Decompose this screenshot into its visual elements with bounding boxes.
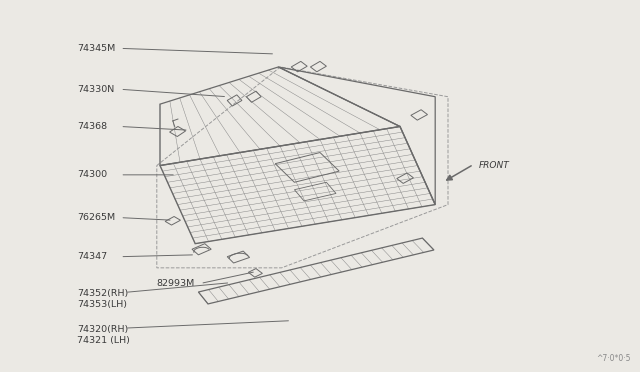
Text: 82993M: 82993M	[157, 279, 195, 288]
Text: ^7·0*0·5: ^7·0*0·5	[596, 354, 630, 363]
Text: 74347: 74347	[77, 252, 107, 261]
Text: 76265M: 76265M	[77, 213, 115, 222]
Text: 74345M: 74345M	[77, 44, 115, 53]
Text: 74368: 74368	[77, 122, 107, 131]
Text: 74320(RH)
74321 (LH): 74320(RH) 74321 (LH)	[77, 325, 130, 344]
Text: FRONT: FRONT	[479, 161, 509, 170]
Text: 74330N: 74330N	[77, 85, 114, 94]
Text: 74300: 74300	[77, 170, 107, 179]
Text: 74352(RH)
74353(LH): 74352(RH) 74353(LH)	[77, 289, 128, 309]
